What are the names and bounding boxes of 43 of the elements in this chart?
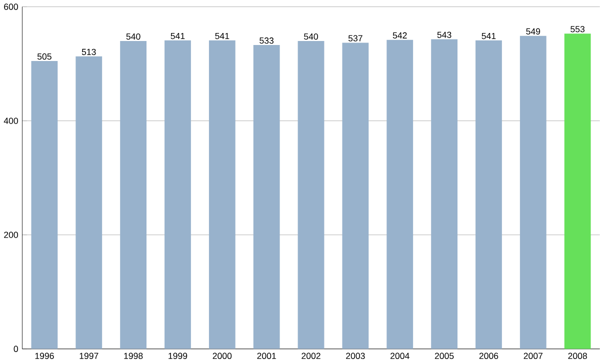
bar xyxy=(386,40,414,350)
bar xyxy=(76,56,102,350)
bar xyxy=(253,45,280,350)
data-label: 513 xyxy=(82,48,96,56)
bar xyxy=(520,36,546,350)
bar xyxy=(431,39,458,350)
x-tick-label: 2001 xyxy=(257,352,276,360)
y-tick-label: 600 xyxy=(4,4,18,10)
x-tick-label: 1996 xyxy=(35,352,54,360)
data-label: 541 xyxy=(482,33,496,40)
bar xyxy=(564,34,591,350)
data-label: 540 xyxy=(126,34,140,40)
data-label: 541 xyxy=(170,33,185,40)
x-tick-label: 2008 xyxy=(568,352,587,360)
x-tick-label: 2005 xyxy=(434,352,454,360)
x-tick-label: 2000 xyxy=(212,352,232,360)
bar xyxy=(342,42,369,350)
data-label: 541 xyxy=(215,33,230,40)
x-tick-label: 2002 xyxy=(302,352,320,360)
x-tick-label: 1997 xyxy=(80,352,98,360)
y-tick-label: 200 xyxy=(4,232,18,238)
bar xyxy=(298,41,324,350)
data-label: 549 xyxy=(526,28,540,35)
bar xyxy=(476,40,502,350)
x-tick-label: 2003 xyxy=(346,352,365,360)
data-label: 505 xyxy=(37,54,52,60)
data-label: 543 xyxy=(437,32,452,38)
x-tick-label: 2004 xyxy=(390,352,410,360)
data-label: 537 xyxy=(348,35,362,42)
data-label: 542 xyxy=(392,32,407,39)
data-label: 553 xyxy=(570,26,585,32)
y-tick-label: 0 xyxy=(14,346,18,352)
x-tick-label: 2007 xyxy=(524,352,542,360)
x-tick-label: 1999 xyxy=(168,352,188,360)
bar xyxy=(31,61,58,350)
x-tick-label: 1998 xyxy=(124,352,143,360)
bar xyxy=(208,40,236,350)
y-tick-label: 400 xyxy=(4,118,18,124)
x-tick-label: 2006 xyxy=(479,352,498,360)
data-label: 540 xyxy=(304,34,318,40)
data-label: 533 xyxy=(260,38,274,44)
bar xyxy=(164,40,191,350)
bar xyxy=(120,41,147,350)
